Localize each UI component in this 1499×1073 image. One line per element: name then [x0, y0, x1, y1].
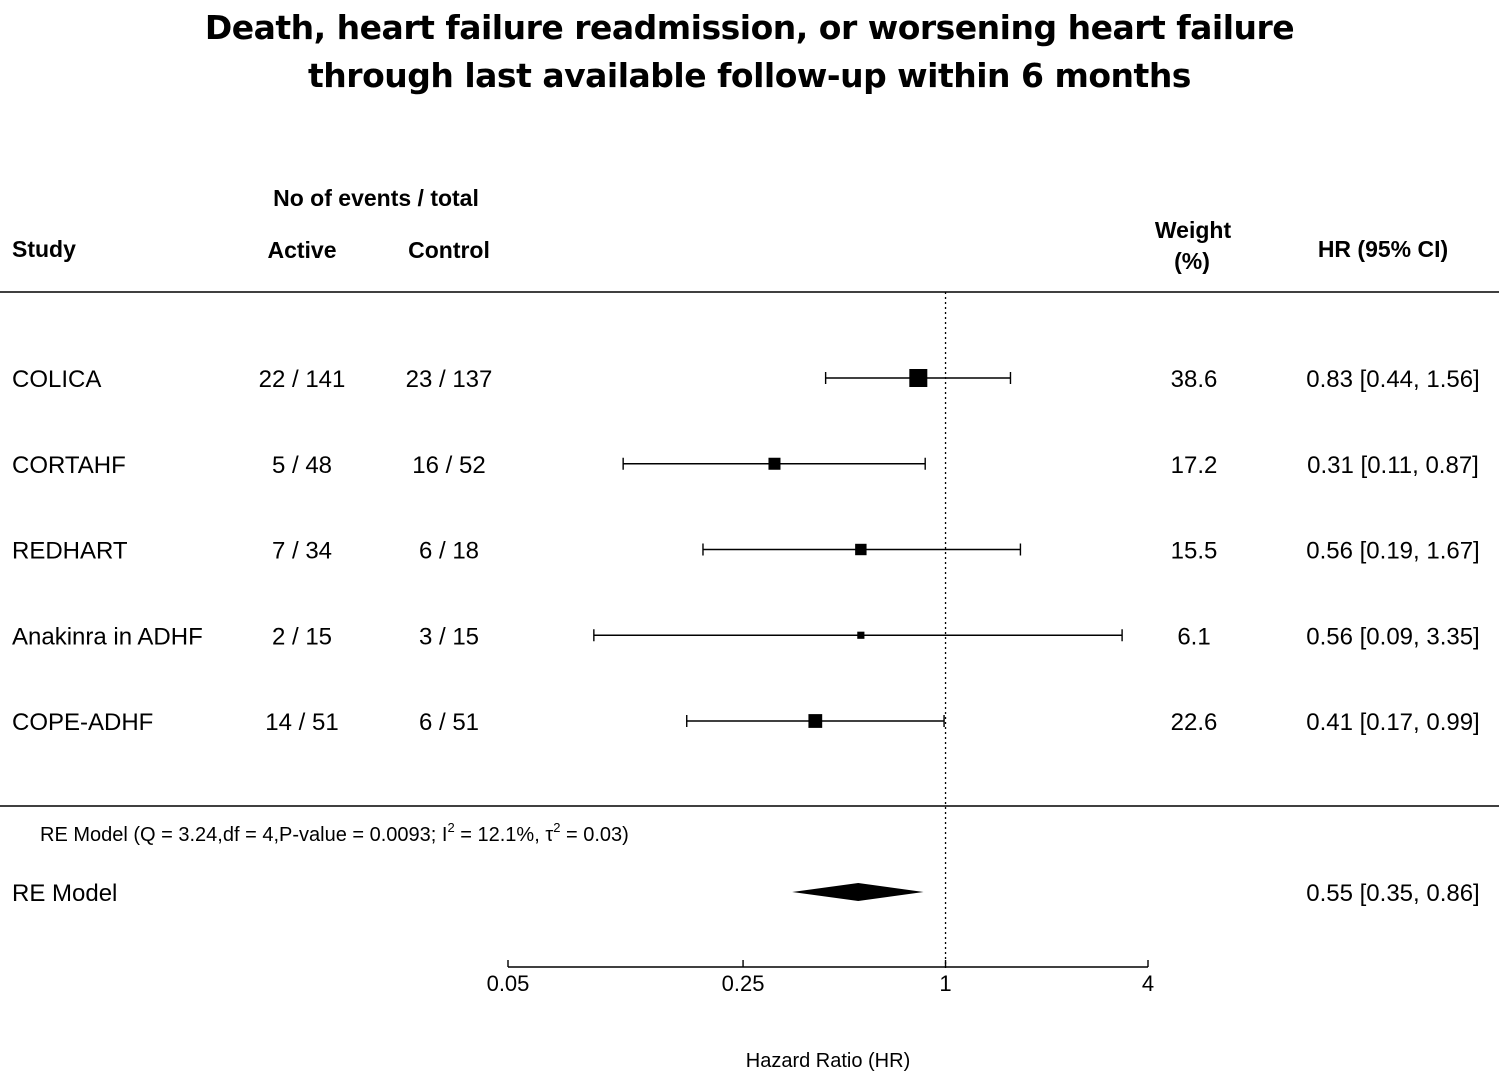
study-hr-ci: 0.56 [0.19, 1.67] [1306, 538, 1479, 565]
study-row: COPE-ADHF 14 / 51 6 / 51 22.6 0.41 [0.17, 0.… [12, 709, 1480, 736]
point-estimate [768, 457, 781, 470]
active-events: 22 / 141 [259, 366, 346, 393]
model-diamond [792, 883, 924, 901]
study-name: REDHART [12, 538, 128, 565]
study-row: COLICA 22 / 141 23 / 137 38.6 0.83 [0.44, 1.… [12, 366, 1480, 393]
active-events: 2 / 15 [272, 623, 332, 650]
study-hr-ci: 0.31 [0.11, 0.87] [1307, 452, 1479, 479]
header-weight: Weight [1155, 217, 1232, 243]
point-estimate [857, 631, 865, 639]
header-group-label: No of events / total [273, 185, 479, 211]
active-events: 14 / 51 [265, 709, 338, 736]
study-weight: 17.2 [1171, 452, 1218, 479]
chart-title-line-1: Death, heart failure readmission, or wor… [204, 8, 1295, 47]
study-weight: 22.6 [1171, 709, 1218, 736]
x-axis-label: Hazard Ratio (HR) [746, 1050, 910, 1072]
model-hr-ci: 0.55 [0.35, 0.86] [1306, 880, 1479, 907]
study-hr-ci: 0.83 [0.44, 1.56] [1306, 366, 1479, 393]
x-axis: 0.05 0.25 1 4 [487, 960, 1154, 996]
study-row: CORTAHF 5 / 48 16 / 52 17.2 0.31 [0.11, 0.87… [12, 452, 1479, 479]
header-weight-unit: (%) [1174, 248, 1210, 274]
header-active: Active [267, 237, 336, 263]
x-tick-label: 0.25 [722, 971, 765, 996]
study-name: CORTAHF [12, 452, 126, 479]
x-tick-label: 4 [1142, 971, 1154, 996]
chart-title: Death, heart failure readmission, or wor… [0, 4, 1499, 100]
header-study: Study [12, 236, 76, 262]
active-events: 7 / 34 [272, 538, 332, 565]
study-weight: 38.6 [1171, 366, 1218, 393]
control-events: 6 / 51 [419, 709, 479, 736]
model-label: RE Model [12, 880, 117, 907]
x-tick-label: 1 [939, 971, 951, 996]
control-events: 23 / 137 [406, 366, 493, 393]
control-events: 16 / 52 [412, 452, 485, 479]
study-name: COPE-ADHF [12, 709, 153, 736]
study-row: REDHART 7 / 34 6 / 18 15.5 0.56 [0.19, 1.67] [12, 538, 1480, 565]
control-events: 3 / 15 [419, 623, 479, 650]
study-row: Anakinra in ADHF 2 / 15 3 / 15 6.1 0.56 [0.0… [12, 623, 1480, 650]
x-tick-label: 0.05 [487, 971, 530, 996]
study-hr-ci: 0.56 [0.09, 3.35] [1306, 623, 1479, 650]
point-estimate [808, 714, 823, 728]
study-weight: 6.1 [1177, 623, 1210, 650]
chart-title-line-2: through last available follow-up within … [308, 56, 1191, 95]
point-estimate [855, 543, 867, 556]
study-rows: COLICA 22 / 141 23 / 137 38.6 0.83 [0.44, 1.… [12, 366, 1480, 736]
study-name: COLICA [12, 366, 101, 393]
point-estimate [909, 369, 928, 387]
study-weight: 15.5 [1171, 538, 1218, 565]
study-hr-ci: 0.41 [0.17, 0.99] [1306, 709, 1479, 736]
header-hr: HR (95% CI) [1318, 236, 1448, 262]
model-stats: RE Model (Q = 3.24,df = 4,P-value = 0.00… [40, 820, 629, 846]
active-events: 5 / 48 [272, 452, 332, 479]
control-events: 6 / 18 [419, 538, 479, 565]
study-name: Anakinra in ADHF [12, 623, 203, 650]
header-control: Control [408, 237, 490, 263]
